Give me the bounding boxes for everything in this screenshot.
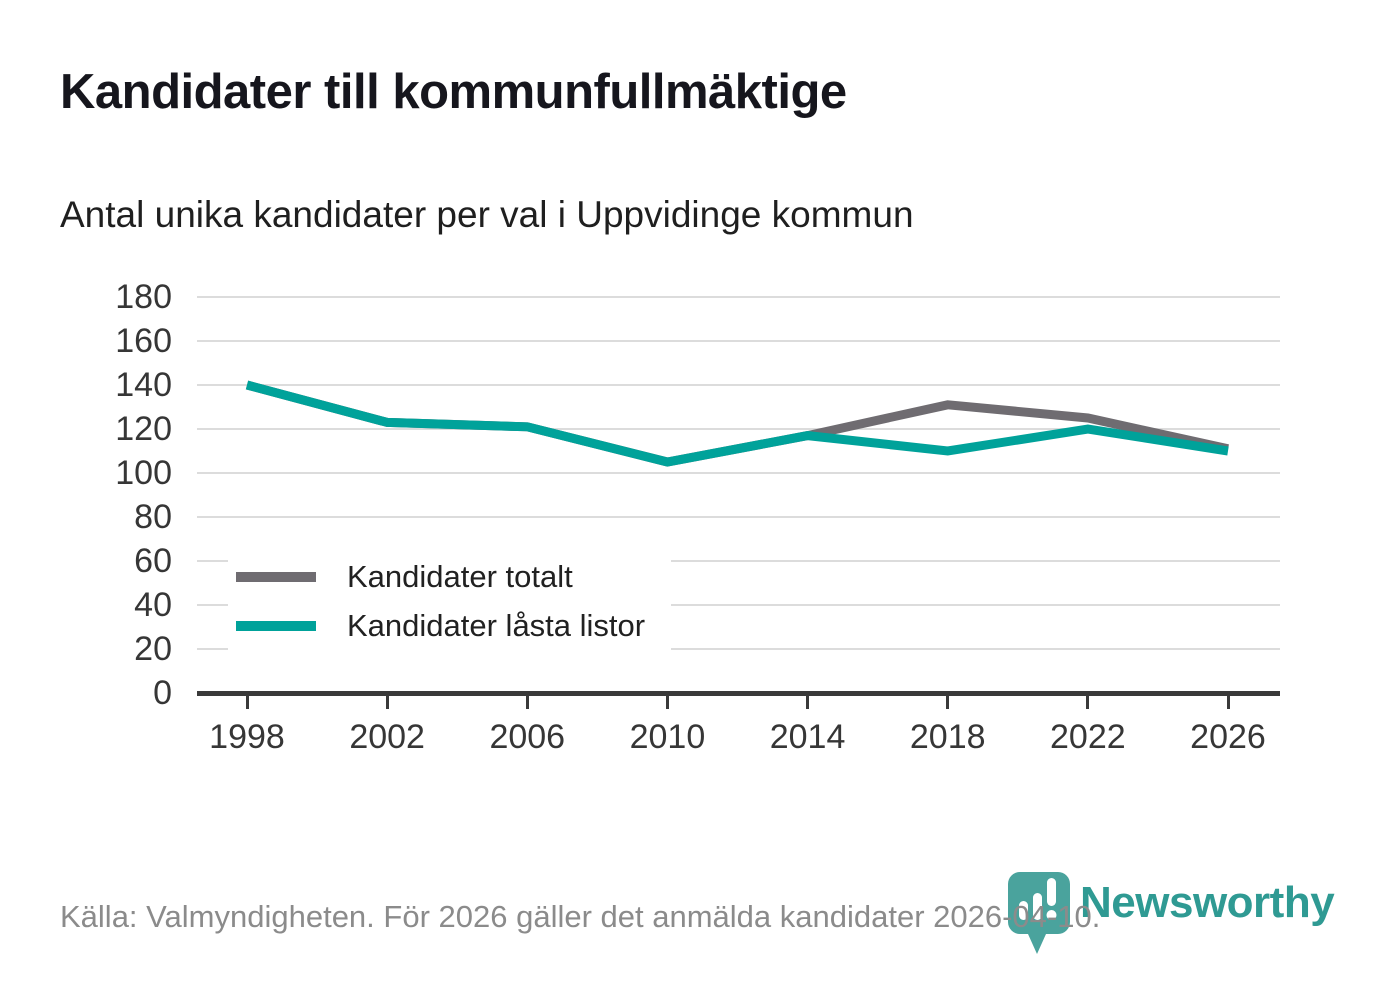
x-axis-tick (525, 696, 529, 709)
y-axis-tick-label: 180 (115, 278, 172, 316)
x-axis-tick-label: 1998 (209, 718, 285, 756)
legend-item: Kandidater låsta listor (236, 608, 645, 644)
y-axis-tick-label: 60 (134, 542, 172, 580)
x-axis-tick (806, 696, 810, 709)
gridline (197, 604, 1280, 606)
legend-label: Kandidater totalt (347, 559, 573, 594)
gridline (197, 472, 1280, 474)
gridline (197, 560, 1280, 562)
y-axis-tick-label: 140 (115, 366, 172, 404)
legend: Kandidater totalt Kandidater låsta listor (228, 549, 672, 656)
x-axis-tick-label: 2010 (629, 718, 706, 756)
gridline (197, 428, 1280, 430)
x-axis-tick-label: 2022 (1050, 718, 1126, 756)
newsworthy-logo-text: Newsworthy (1080, 878, 1335, 927)
y-axis-tick-label: 100 (115, 454, 172, 492)
gridline (197, 648, 1280, 650)
newsworthy-logo: Newsworthy (1006, 870, 1335, 958)
gridline (197, 340, 1280, 342)
chart-subtitle: Antal unika kandidater per val i Uppvidi… (60, 194, 914, 235)
gridline (197, 516, 1280, 518)
y-axis-tick-label: 40 (134, 586, 172, 624)
source-note: Källa: Valmyndigheten. För 2026 gäller d… (60, 899, 1101, 934)
x-axis-tick (385, 696, 389, 709)
x-axis-tick-label: 2006 (489, 718, 566, 756)
y-axis-tick-label: 0 (153, 674, 172, 712)
x-axis-tick-label: 2002 (349, 718, 425, 756)
gridline (197, 296, 1280, 298)
legend-label: Kandidater låsta listor (347, 608, 646, 643)
y-axis-tick-label: 80 (134, 498, 172, 536)
page-title: Kandidater till kommunfullmäktige (60, 65, 847, 119)
x-axis-tick-label: 2018 (909, 718, 986, 756)
x-axis-tick-label: 2014 (769, 718, 846, 756)
x-axis-tick (245, 696, 249, 709)
legend-swatch (236, 621, 316, 631)
x-axis-line (197, 691, 1280, 696)
x-axis-tick (665, 696, 669, 709)
x-axis-tick-label: 2026 (1190, 718, 1266, 756)
gridline (197, 384, 1280, 386)
x-axis-tick (1226, 696, 1230, 709)
series-line-kandidater-l-sta-listor (245, 380, 1229, 467)
y-axis-tick-label: 160 (115, 322, 172, 360)
series-line-kandidater-totalt (245, 380, 1229, 467)
x-axis-tick (1086, 696, 1090, 709)
newsworthy-pin-barchart-icon (1008, 872, 1070, 954)
x-axis-tick (946, 696, 950, 709)
y-axis-tick-label: 120 (115, 410, 172, 448)
y-axis-tick-label: 20 (134, 630, 172, 668)
legend-item: Kandidater totalt (236, 559, 645, 595)
legend-swatch (236, 572, 316, 582)
